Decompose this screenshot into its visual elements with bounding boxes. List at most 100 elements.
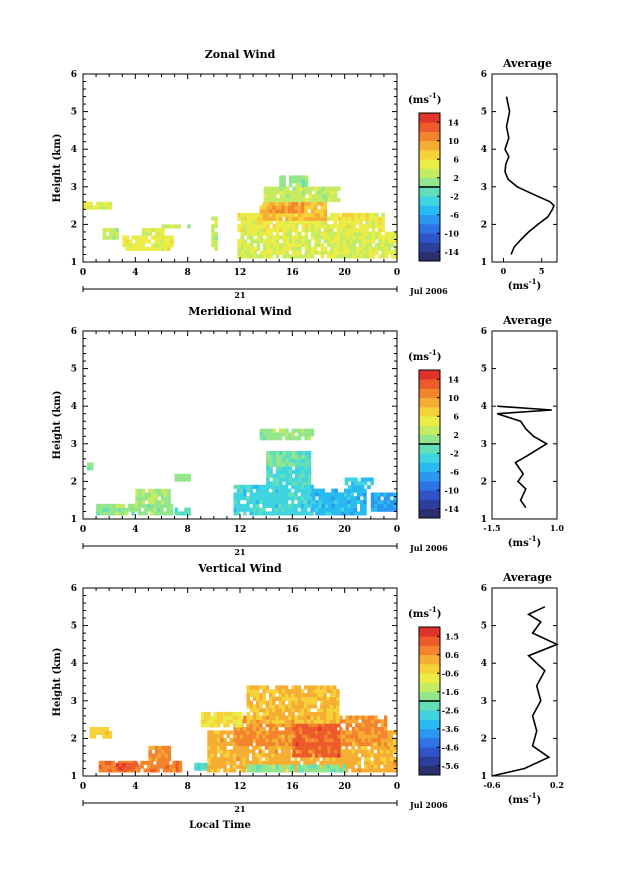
heat-cell [282, 186, 287, 191]
heat-cell [247, 235, 251, 240]
colorbar-tick-label: -6 [450, 210, 459, 220]
heat-cell [262, 500, 266, 505]
heat-cell [282, 432, 286, 437]
heat-cell [387, 235, 392, 240]
heat-cell [305, 734, 309, 739]
heat-cell [134, 507, 138, 512]
heat-cell [368, 216, 373, 221]
heat-cell [298, 470, 302, 475]
heat-cell [105, 727, 109, 732]
heat-cell [328, 496, 332, 501]
heat-cell [265, 764, 270, 769]
heat-cell [167, 496, 171, 501]
heat-cell [131, 766, 136, 771]
heat-cell [250, 231, 254, 236]
heat-cell [318, 503, 322, 508]
heat-cell [313, 693, 318, 698]
heat-cell [304, 768, 308, 773]
heat-cell [169, 768, 173, 773]
heat-cell [259, 715, 263, 720]
heat-cell [284, 209, 289, 214]
heat-cell [291, 436, 296, 441]
heat-cell [271, 492, 276, 497]
colorbar-swatch [419, 627, 440, 637]
heat-cell [314, 239, 318, 244]
heat-cell [327, 239, 331, 244]
heat-cell [115, 766, 120, 771]
heat-cell [359, 231, 363, 236]
heat-cell [370, 477, 374, 482]
heat-cell [243, 231, 248, 236]
heat-cell [323, 708, 327, 713]
heat-cell [339, 726, 343, 731]
y-tick-label: 1 [71, 515, 77, 525]
heat-cell [252, 768, 257, 773]
heat-cell [300, 757, 304, 762]
heat-cell [348, 723, 353, 728]
heat-cell [297, 209, 302, 214]
heat-cell [232, 723, 237, 728]
heat-cell [342, 734, 346, 739]
heat-cell [288, 209, 292, 214]
heat-cell [295, 246, 299, 251]
heat-cell [102, 235, 107, 240]
heat-cell [272, 243, 277, 248]
heat-cell [380, 760, 384, 765]
heat-cell [271, 507, 276, 512]
heat-cell [297, 708, 302, 713]
heat-cell [98, 760, 103, 765]
heat-cell [226, 741, 230, 746]
heat-cell [281, 693, 286, 698]
heat-cell [355, 734, 359, 739]
heat-cell [370, 741, 374, 746]
heat-cell [154, 753, 159, 758]
heat-cell [276, 198, 280, 203]
y-axis-label: Height (km) [52, 134, 63, 203]
heat-cell [263, 254, 267, 259]
heat-cell [361, 723, 365, 728]
heat-cell [246, 723, 250, 728]
average-unit: (ms-1) [508, 791, 541, 806]
heat-cell [272, 700, 276, 705]
heat-cell [304, 470, 309, 475]
heat-cell [269, 462, 273, 467]
heat-cell [363, 488, 367, 493]
heat-cell [304, 209, 308, 214]
heat-cell [265, 768, 270, 773]
heat-cell [310, 213, 315, 218]
heat-cell [300, 503, 305, 508]
data-region [174, 473, 191, 482]
heat-cell [102, 734, 106, 739]
heat-cell [314, 220, 318, 225]
heat-cell [281, 738, 285, 743]
heat-cell [282, 462, 286, 467]
heat-cell [354, 749, 358, 754]
heat-cell [170, 243, 174, 248]
heat-cell [333, 742, 338, 747]
heat-cell [291, 205, 295, 210]
data-region [89, 727, 113, 739]
heat-cell [368, 243, 373, 248]
heat-cell [207, 738, 211, 743]
heat-cell [159, 760, 163, 765]
heat-cell [135, 243, 139, 248]
heat-cell [255, 726, 260, 731]
heat-cell [297, 715, 302, 720]
heat-cell [268, 757, 272, 762]
heat-cell [279, 179, 283, 184]
heat-cell [246, 700, 250, 705]
heat-cell [174, 477, 179, 482]
heat-cell [329, 704, 334, 709]
heat-cell [246, 704, 250, 709]
heat-cell [348, 757, 352, 762]
heat-cell [256, 708, 260, 713]
heat-cell [370, 734, 374, 739]
heat-cell [164, 488, 168, 493]
heat-cell [334, 503, 338, 508]
heat-cell [330, 246, 334, 251]
heat-cell [346, 231, 350, 236]
heat-cell [246, 715, 250, 720]
heat-cell [307, 220, 312, 225]
heat-cell [308, 753, 312, 758]
heat-cell [226, 734, 230, 739]
